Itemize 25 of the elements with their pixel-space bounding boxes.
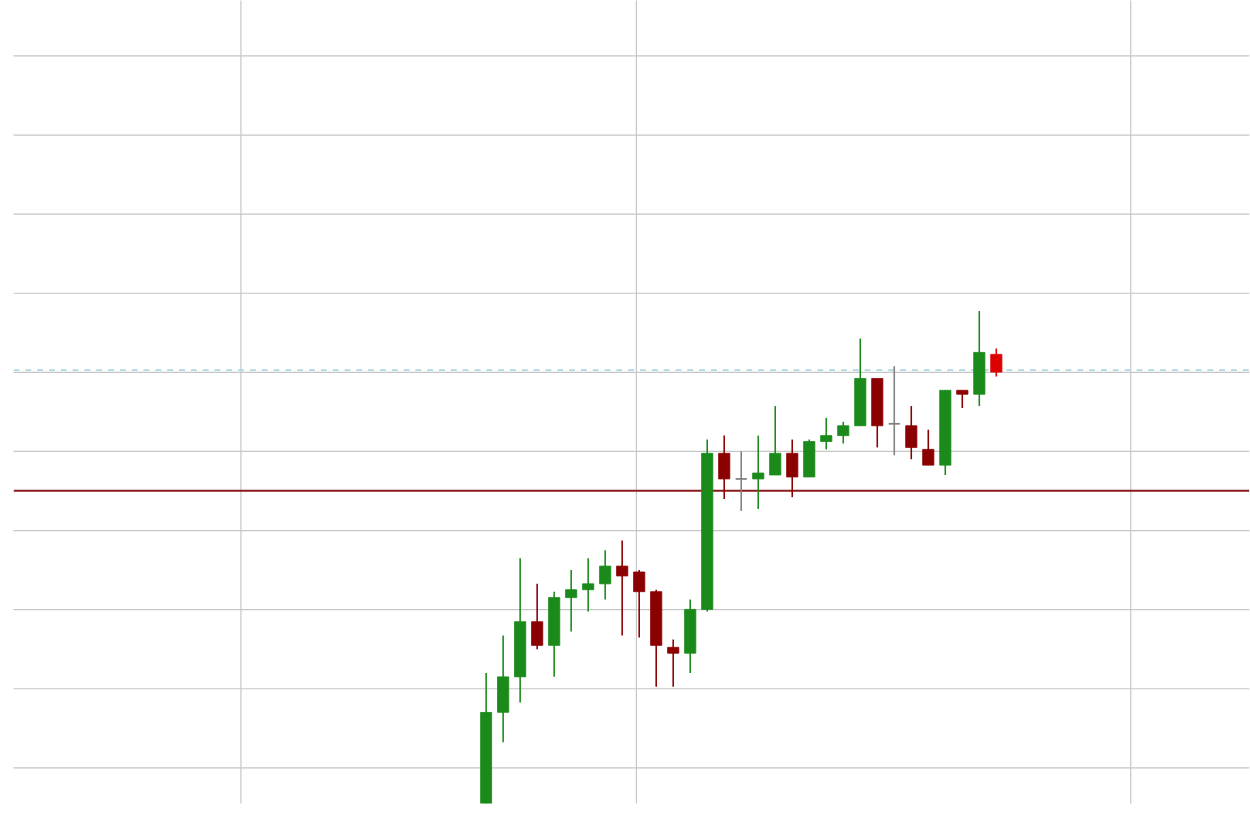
candlestick <box>854 337 867 427</box>
candlestick <box>820 416 833 450</box>
candlestick <box>531 582 544 650</box>
candlestick <box>548 590 561 678</box>
candlestick <box>905 404 918 460</box>
candlestick <box>684 598 697 674</box>
candlestick <box>803 438 816 478</box>
candlestick <box>922 428 935 466</box>
candlestick <box>565 568 578 632</box>
candlestick <box>990 347 1003 377</box>
candlestick <box>871 377 884 448</box>
candlestick <box>786 438 799 498</box>
candlestick <box>582 556 595 612</box>
candlestick <box>973 309 986 407</box>
candlestick <box>616 539 629 636</box>
candlestick <box>734 450 748 512</box>
candlestick <box>718 434 731 500</box>
candlestick <box>769 404 782 476</box>
candlestick <box>752 434 765 510</box>
candlestick <box>497 634 510 743</box>
candlestick <box>633 568 646 638</box>
candlestick <box>599 549 612 600</box>
candlestick <box>837 420 850 444</box>
candlestick <box>667 638 680 688</box>
candlestick <box>887 364 901 456</box>
